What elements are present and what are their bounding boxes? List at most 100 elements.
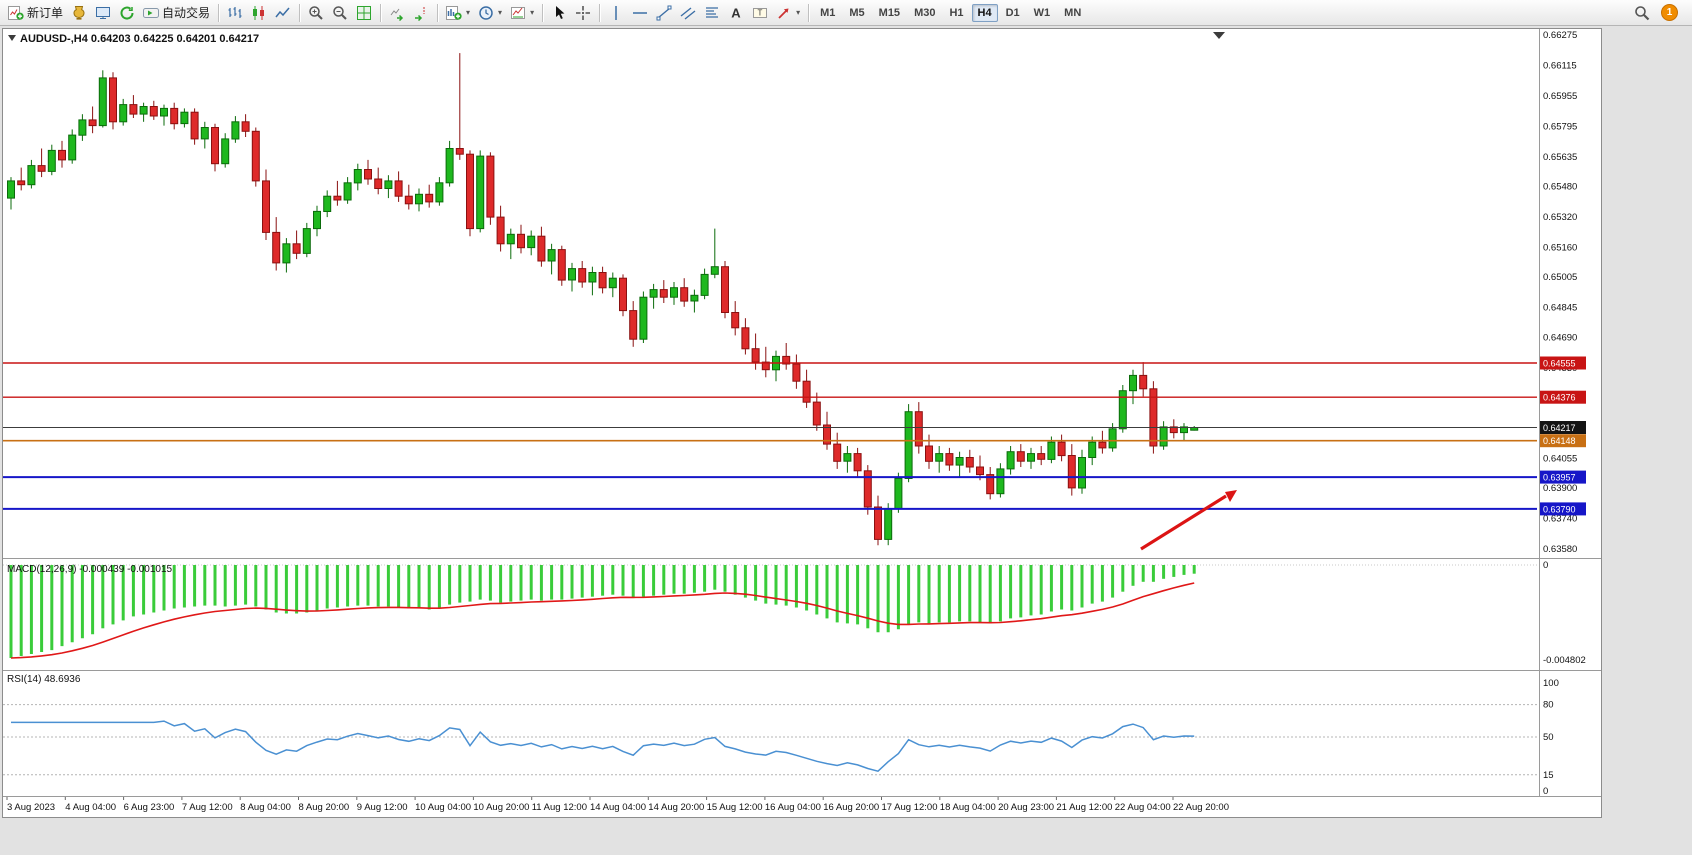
candle [1098,430,1107,454]
metaeditor-icon [71,5,87,21]
candle [608,272,617,298]
line-chart-button[interactable] [271,2,295,24]
text-button[interactable]: A [724,2,748,24]
time-axis-label: 15 Aug 12:00 [707,802,763,813]
period-button-h4[interactable]: H4 [971,3,998,22]
macd-axis-label: 0 [1543,560,1548,571]
candle [894,472,903,513]
period-button-mn[interactable]: MN [1064,6,1082,19]
channel-button[interactable] [676,2,700,24]
chart-objects-layer[interactable] [3,362,1537,510]
chart-background [3,29,1601,817]
candle [721,261,729,319]
rsi-label: RSI(14) 48.6936 [7,674,81,685]
time-axis-label: 22 Aug 20:00 [1173,802,1229,813]
candle [588,266,597,296]
price-axis-label: 0.63740 [1543,514,1577,525]
rsi-axis-label: 15 [1543,770,1554,781]
rsi-pane [3,704,1537,776]
time-axis-label: 16 Aug 04:00 [765,802,821,813]
toolbar-separator [437,3,439,22]
candle [710,228,719,279]
toolbar-right: 1 [1630,2,1688,24]
chart-shift-marker-icon[interactable] [1213,32,1225,39]
tile-windows-button[interactable] [352,2,376,24]
candle [231,116,240,143]
time-axis-label: 14 Aug 20:00 [648,802,704,813]
metaeditor-button[interactable] [67,2,91,24]
time-axis-label: 8 Aug 04:00 [240,802,291,813]
period-button-w1[interactable]: W1 [1033,6,1051,19]
horizontal-line-button[interactable] [628,2,652,24]
fibonacci-button[interactable] [700,2,724,24]
candle [1129,369,1137,405]
candle [1139,362,1148,397]
candle [262,169,270,240]
vertical-line-button[interactable] [604,2,628,24]
bar-chart-button[interactable] [223,2,247,24]
auto-scroll-button[interactable] [385,2,409,24]
chart-window[interactable]: 0.66275 0.66115 0.65955 0.65795 0.65635 0.654… [2,28,1602,818]
candle [394,171,403,202]
price-badge [1539,390,1586,404]
candle [945,447,954,471]
new-order-icon [8,5,24,21]
chart-shift-button[interactable] [409,2,433,24]
candle [211,123,219,172]
candle [149,100,158,120]
connection-button[interactable] [115,2,139,24]
dropdown-arrow-icon[interactable]: ▾ [530,8,535,17]
autotrading-button-label: 自动交易 [162,6,211,20]
candles-layer [7,53,1199,546]
toolbar-separator [299,3,301,22]
candle [58,140,66,168]
period-button-m30[interactable]: M30 [914,6,936,19]
candle [353,163,362,191]
price-badge [1539,434,1586,448]
search-button[interactable] [1630,2,1654,24]
text-label-button[interactable]: T [748,2,772,24]
candle [119,98,128,126]
candle [935,446,944,473]
period-button-h1[interactable]: H1 [949,6,964,19]
crosshair-button[interactable] [571,2,595,24]
dropdown-arrow-icon[interactable]: ▾ [498,8,503,17]
candle [333,180,342,206]
svg-text:A: A [731,5,741,20]
trendline-button[interactable] [652,2,676,24]
arrows-button[interactable]: ▾ [772,2,804,24]
terminal-button[interactable] [91,2,115,24]
period-button-m15[interactable]: M15 [878,6,901,19]
chart-canvas[interactable]: 0.66275 0.66115 0.65955 0.65795 0.65635 0.654… [3,29,1601,817]
new-order-button[interactable]: 新订单 [4,2,67,24]
periods-button[interactable]: ▾ [474,2,506,24]
candle [598,266,607,294]
trendline-icon [656,5,672,21]
line-chart-icon [275,5,291,21]
indicators-button[interactable]: ▾ [442,2,474,24]
trend-arrow-annotation[interactable] [1140,490,1237,551]
autotrading-button[interactable]: 自动交易 [139,2,214,24]
fibonacci-icon [704,5,720,21]
zoom-out-button[interactable] [328,2,352,24]
candle [619,274,627,317]
dropdown-arrow-icon[interactable]: ▾ [466,8,471,17]
trend-arrow-line[interactable] [1140,494,1227,551]
macd-pane [9,565,1196,659]
notification-badge[interactable]: 1 [1661,4,1678,21]
candle [863,465,872,515]
period-button-m1[interactable]: M1 [820,6,836,19]
zoom-in-button[interactable] [304,2,328,24]
templates-button[interactable]: ▾ [506,2,538,24]
candle [404,184,413,210]
period-button-d1[interactable]: D1 [1005,6,1020,19]
one-click-trading-toggle-icon[interactable] [8,35,16,41]
period-button-m5[interactable]: M5 [849,6,865,19]
price-badge-label: 0.64148 [1543,436,1576,446]
time-axis-label: 7 Aug 12:00 [182,802,233,813]
candlestick-chart-button[interactable] [247,2,271,24]
axes-layer[interactable]: 0.66275 0.66115 0.65955 0.65795 0.65635 0.654… [6,30,1586,813]
cursor-button[interactable] [547,2,571,24]
toolbar-groups: 新订单 自动交易 ▾ ▾ ▾ A T ▾ M1 M5 M15 M30 H1 H4 D1 W1 MN [4,2,1088,24]
dropdown-arrow-icon[interactable]: ▾ [796,8,801,17]
